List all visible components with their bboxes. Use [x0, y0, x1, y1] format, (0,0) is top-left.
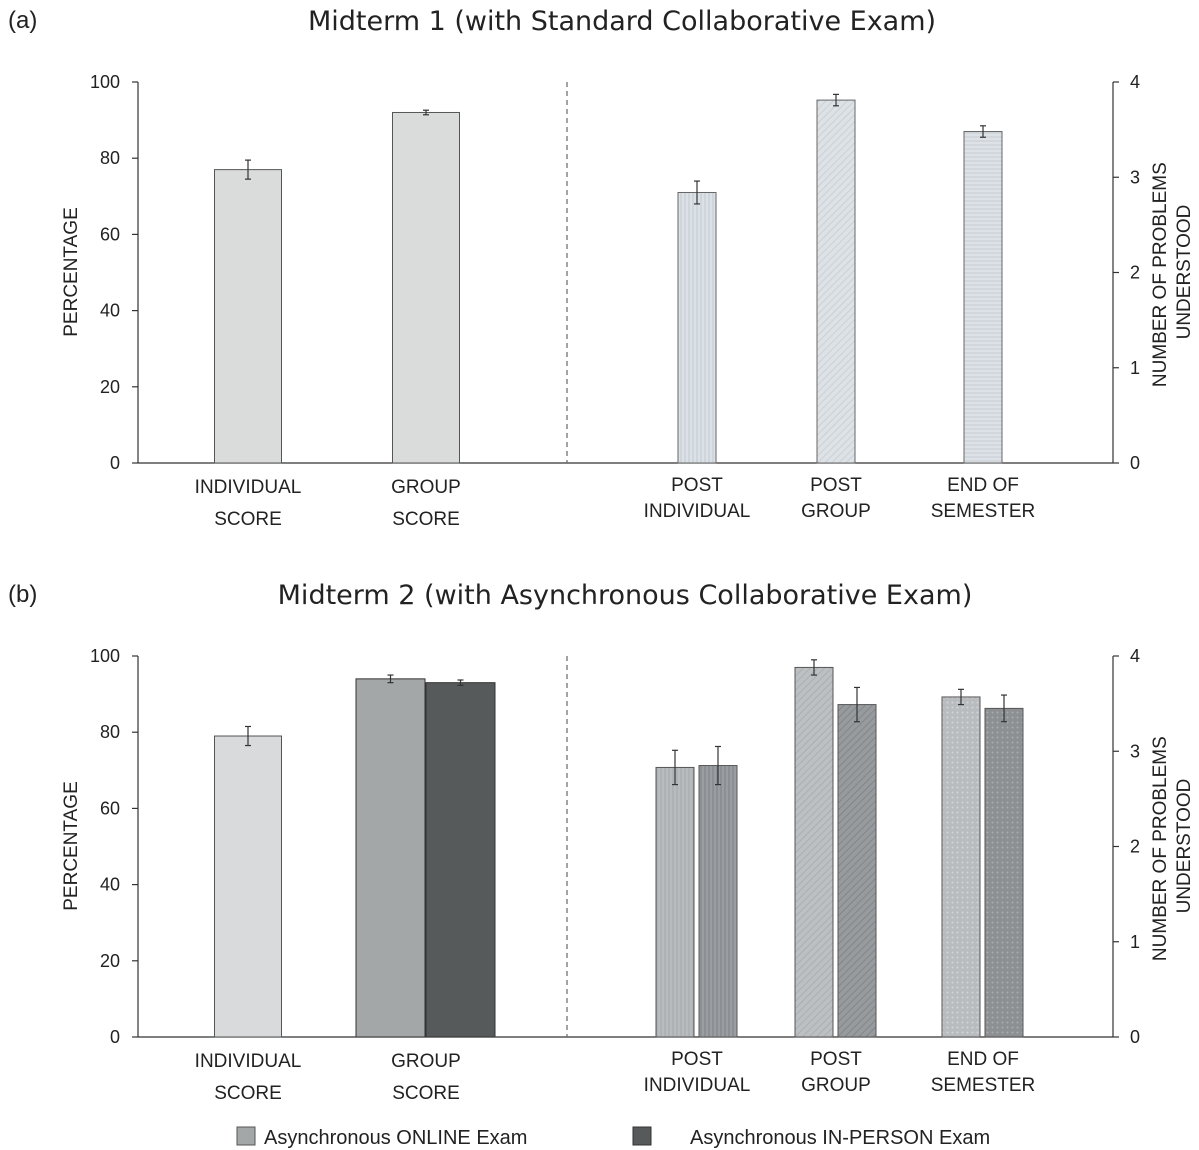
panel-a-right-tick-label: 0 — [1130, 453, 1140, 473]
panel-b-left-tick-label: 0 — [110, 1027, 120, 1047]
panel-a-bar — [816, 99, 856, 464]
panel-a-left-axis-title: PERCENTAGE — [61, 207, 82, 337]
panel-a-right-tick-label: 3 — [1130, 167, 1140, 187]
panel-a-left-tick-label: 20 — [100, 377, 120, 397]
panel-b-left-tick-label: 80 — [100, 722, 120, 742]
panel-b-bar — [984, 707, 1024, 1038]
panel-a-category-label: SEMESTER — [931, 501, 1036, 522]
panel-b-category-label: POST — [671, 1049, 723, 1070]
panel-b-right-tick-label: 0 — [1130, 1027, 1140, 1047]
panel-b-category-label: POST — [810, 1049, 862, 1070]
panel-b-category-label: INDIVIDUAL — [644, 1075, 751, 1096]
panel-a-category-label: GROUP — [801, 501, 871, 522]
panel-b-left-tick-label: 100 — [90, 646, 120, 666]
panel-b-left-tick-label: 20 — [100, 951, 120, 971]
panel-a-category-label: INDIVIDUAL — [644, 501, 751, 522]
legend: Asynchronous ONLINE Exam Asynchronous IN… — [236, 1126, 990, 1149]
panel-b-category-label: SEMESTER — [931, 1075, 1036, 1096]
panel-b-right-tick-label: 4 — [1130, 646, 1140, 666]
panel-a-bar — [677, 191, 717, 464]
panel-b-category-label: END OF — [947, 1049, 1019, 1070]
panel-a-category-label: POST — [671, 475, 723, 496]
panel-a-plot: 0 20 40 60 80 100 0 1 2 3 4 INDIVIDUAL SCORE GROUP SCO… — [90, 72, 1140, 530]
panel-a-bar — [392, 111, 460, 464]
panel-b-category-label: SCORE — [214, 1083, 282, 1104]
legend-swatch-online — [236, 1126, 256, 1146]
panel-b-category-label: INDIVIDUAL — [195, 1051, 302, 1072]
panel-a-right-tick-label: 4 — [1130, 72, 1140, 92]
panel-b-label: (b) — [8, 581, 37, 608]
panel-b-bar — [425, 682, 496, 1038]
panel-b-right-tick-label: 2 — [1130, 837, 1140, 857]
panel-a-right-axis-title-line-1: NUMBER OF PROBLEMS — [1150, 162, 1171, 387]
panel-a-bar — [214, 169, 282, 464]
panel-a-left-tick-label: 40 — [100, 301, 120, 321]
panel-b-bar — [355, 678, 426, 1038]
panel-a-right-tick-label: 1 — [1130, 358, 1140, 378]
panel-b-right-axis-title-line-2: UNDERSTOOD — [1174, 779, 1195, 914]
panel-a-right-tick-label: 2 — [1130, 263, 1140, 283]
panel-a-right-axis-title-line-2: UNDERSTOOD — [1174, 205, 1195, 340]
panel-b-bar — [214, 735, 282, 1038]
legend-label-in-person: Asynchronous IN-PERSON Exam — [690, 1127, 990, 1149]
panel-b-left-tick-label: 40 — [100, 875, 120, 895]
panel-b-category-label: SCORE — [392, 1083, 460, 1104]
panel-a-left-tick-label: 100 — [90, 72, 120, 92]
panel-b-left-axis-title: PERCENTAGE — [61, 781, 82, 911]
panel-a-left-tick-label: 0 — [110, 453, 120, 473]
panel-a-left-tick-label: 60 — [100, 224, 120, 244]
panel-b-bar — [794, 666, 834, 1038]
panel-a-category-label: SCORE — [392, 509, 460, 530]
panel-a-category-label: POST — [810, 475, 862, 496]
panel-b-category-label: GROUP — [391, 1051, 461, 1072]
panel-b-bar — [698, 765, 738, 1038]
panel-b-plot: 0 20 40 60 80 100 0 1 2 3 4 INDIVIDUAL SCORE GROUP SCO… — [90, 646, 1140, 1104]
panel-a-category-label: END OF — [947, 475, 1019, 496]
panel-b-left-tick-label: 60 — [100, 798, 120, 818]
panel-a-category-label: GROUP — [391, 477, 461, 498]
panel-b-right-tick-label: 1 — [1130, 932, 1140, 952]
panel-b-right-axis-title-line-1: NUMBER OF PROBLEMS — [1150, 736, 1171, 961]
panel-b-category-label: GROUP — [801, 1075, 871, 1096]
panel-b-title: Midterm 2 (with Asynchronous Collaborati… — [278, 580, 973, 611]
panel-b-bar — [837, 704, 877, 1038]
panel-a-bar — [963, 131, 1003, 464]
panel-a-category-label: SCORE — [214, 509, 282, 530]
panel-b-right-tick-label: 3 — [1130, 741, 1140, 761]
legend-label-online: Asynchronous ONLINE Exam — [264, 1127, 527, 1149]
panel-b-bar — [655, 766, 695, 1038]
panel-a-label: (a) — [8, 7, 37, 34]
panel-a-right-axis-title: NUMBER OF PROBLEMS UNDERSTOOD — [1150, 157, 1195, 387]
panel-a-category-label: INDIVIDUAL — [195, 477, 302, 498]
panel-b-right-axis-title: NUMBER OF PROBLEMS UNDERSTOOD — [1150, 731, 1195, 961]
panel-b-bar — [941, 696, 981, 1038]
panel-a-title: Midterm 1 (with Standard Collaborative E… — [308, 6, 936, 37]
legend-swatch-in-person — [632, 1126, 652, 1146]
panel-a-left-tick-label: 80 — [100, 148, 120, 168]
